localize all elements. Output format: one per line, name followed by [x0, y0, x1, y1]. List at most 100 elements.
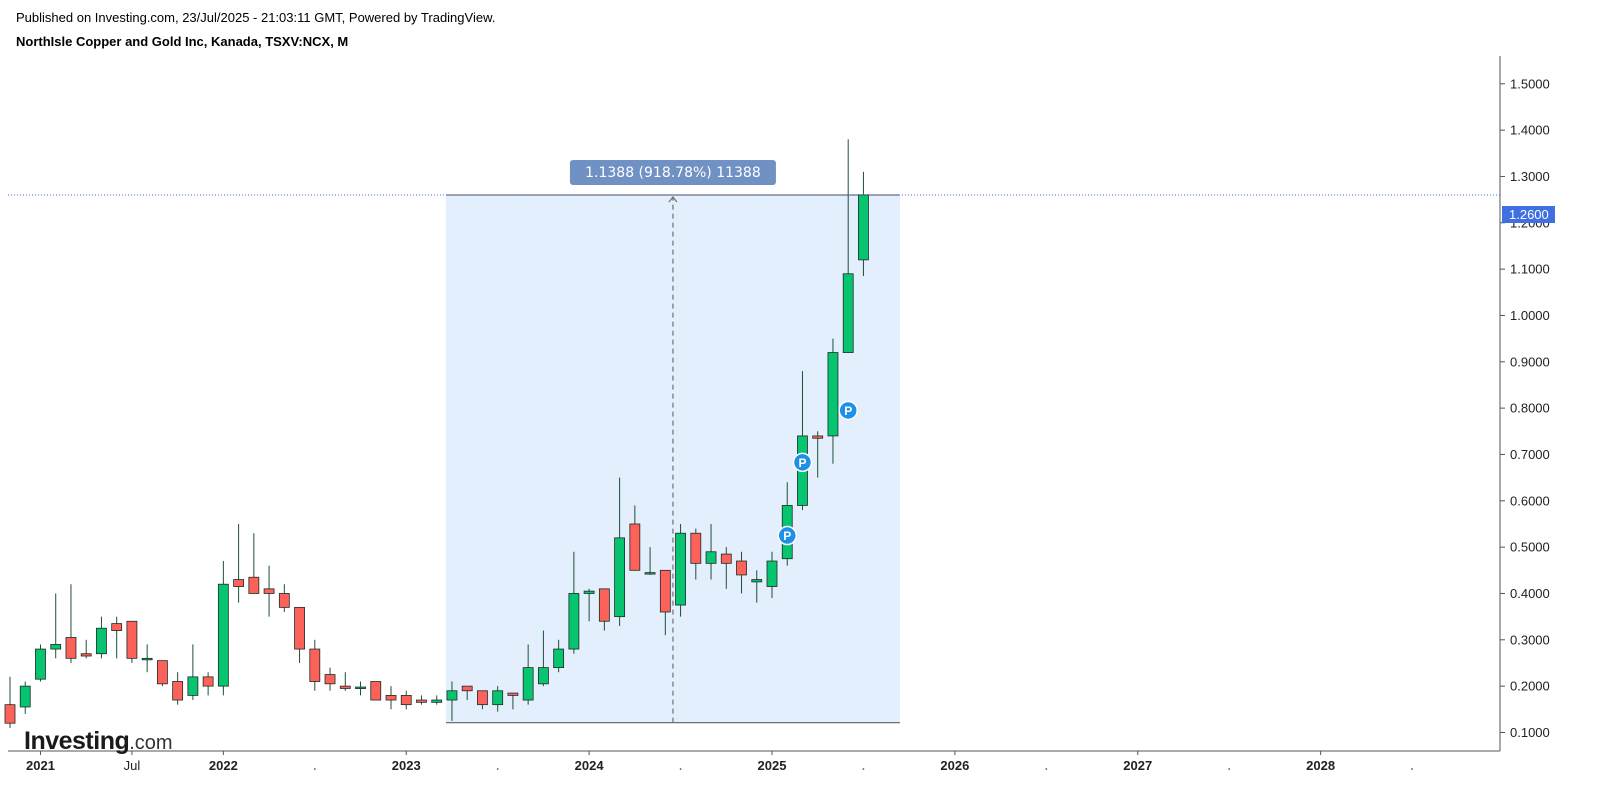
- x-tick-label: 2026: [940, 758, 969, 773]
- candle-body: [172, 681, 184, 701]
- candle-body: [202, 676, 214, 687]
- candle: [644, 547, 656, 575]
- pivot-marker-icon: [792, 452, 813, 473]
- y-tick-label: 0.8000: [1510, 401, 1550, 416]
- candle-body: [659, 569, 671, 613]
- candle: [65, 584, 77, 663]
- y-tick-label: 0.9000: [1510, 354, 1550, 369]
- candle: [294, 606, 305, 663]
- candle-body: [477, 690, 488, 706]
- candle: [751, 570, 763, 603]
- investing-logo: Investing.com: [24, 727, 173, 756]
- y-tick-label: 1.0000: [1510, 308, 1550, 323]
- candle: [812, 431, 824, 478]
- candle-body: [461, 685, 473, 692]
- candle: [202, 672, 214, 696]
- candle-body: [492, 690, 504, 706]
- x-tick-label: 2021: [26, 758, 55, 773]
- candle: [248, 533, 260, 594]
- candle-body: [736, 560, 747, 576]
- candle: [568, 551, 580, 654]
- candle: [690, 528, 702, 580]
- last-price-badge: [1502, 206, 1555, 223]
- candle-body: [858, 194, 869, 261]
- x-tick-label: 2028: [1306, 758, 1335, 773]
- candle-body: [690, 532, 702, 564]
- overlay-layer: 1.2600 1.1388 (918.78%) 11388 P P P: [8, 160, 1555, 723]
- y-tick-label: 0.3000: [1510, 632, 1550, 647]
- pivot-marker-label: P: [783, 529, 791, 543]
- candle-body: [385, 695, 397, 701]
- candle-body: [522, 667, 534, 701]
- candle-body: [309, 648, 321, 682]
- candle: [522, 644, 534, 705]
- candle: [156, 660, 168, 687]
- candle: [675, 523, 686, 617]
- y-tick-label: 0.4000: [1510, 586, 1550, 601]
- y-tick-label: 0.5000: [1510, 540, 1550, 555]
- x-tick-label: 2023: [392, 758, 421, 773]
- candle-body: [598, 588, 610, 622]
- candle-body: [751, 579, 763, 583]
- candle: [370, 681, 382, 701]
- pivot-marker-icon: [838, 400, 858, 421]
- y-tick-label: 1.4000: [1510, 123, 1550, 138]
- x-minor-dot: [313, 768, 316, 770]
- candle-body: [80, 653, 92, 657]
- candle: [355, 681, 366, 696]
- candle: [416, 695, 427, 705]
- candle-body: [217, 583, 229, 687]
- candle-body: [233, 579, 245, 587]
- candle: [431, 695, 443, 705]
- candle-body: [35, 648, 46, 680]
- candle-body: [355, 686, 366, 689]
- y-tick-label: 1.1000: [1510, 262, 1550, 277]
- candle: [50, 593, 62, 659]
- candle-body: [812, 435, 824, 439]
- candle-body: [324, 674, 336, 685]
- candle: [400, 690, 412, 710]
- x-tick-label: 2024: [575, 758, 605, 773]
- y-tick-label: 0.2000: [1510, 679, 1550, 694]
- candle-body: [827, 352, 839, 437]
- candle: [263, 565, 275, 617]
- chart-header: Published on Investing.com, 23/Jul/2025 …: [16, 9, 495, 50]
- measure-label-box: [569, 160, 776, 185]
- candle-body: [614, 537, 625, 618]
- candle: [598, 588, 610, 631]
- candle-body: [446, 690, 458, 701]
- candle-body: [568, 593, 580, 650]
- candle-body: [4, 704, 16, 724]
- x-tick-label: 2022: [209, 758, 238, 773]
- candle-body: [248, 576, 260, 594]
- logo-brand: Investing: [24, 727, 130, 755]
- candle: [111, 616, 123, 659]
- x-minor-dot: [1045, 768, 1048, 770]
- y-tick-label: 1.5000: [1510, 76, 1550, 91]
- candle: [233, 523, 245, 603]
- x-tick-label: Jul: [124, 758, 141, 773]
- x-minor-dot: [679, 768, 682, 770]
- candle: [583, 588, 595, 622]
- candle: [842, 139, 854, 353]
- candle-body: [416, 699, 427, 703]
- candle: [492, 686, 504, 712]
- candle: [477, 690, 488, 710]
- y-tick-label: 0.7000: [1510, 447, 1550, 462]
- x-minor-dot: [1411, 768, 1413, 770]
- candle-body: [629, 523, 641, 571]
- candle: [141, 644, 153, 673]
- candle: [96, 616, 107, 659]
- candle: [35, 644, 46, 682]
- pivot-marker-label: P: [798, 456, 806, 470]
- candle-body: [141, 657, 153, 661]
- candle: [339, 672, 351, 691]
- candle-body: [370, 681, 382, 701]
- candle: [187, 644, 199, 701]
- candle-body: [431, 699, 443, 703]
- candle-body: [644, 572, 656, 575]
- candle-body: [126, 620, 138, 659]
- y-tick-label: 0.6000: [1510, 493, 1550, 508]
- pivot-marker-label: P: [844, 404, 852, 418]
